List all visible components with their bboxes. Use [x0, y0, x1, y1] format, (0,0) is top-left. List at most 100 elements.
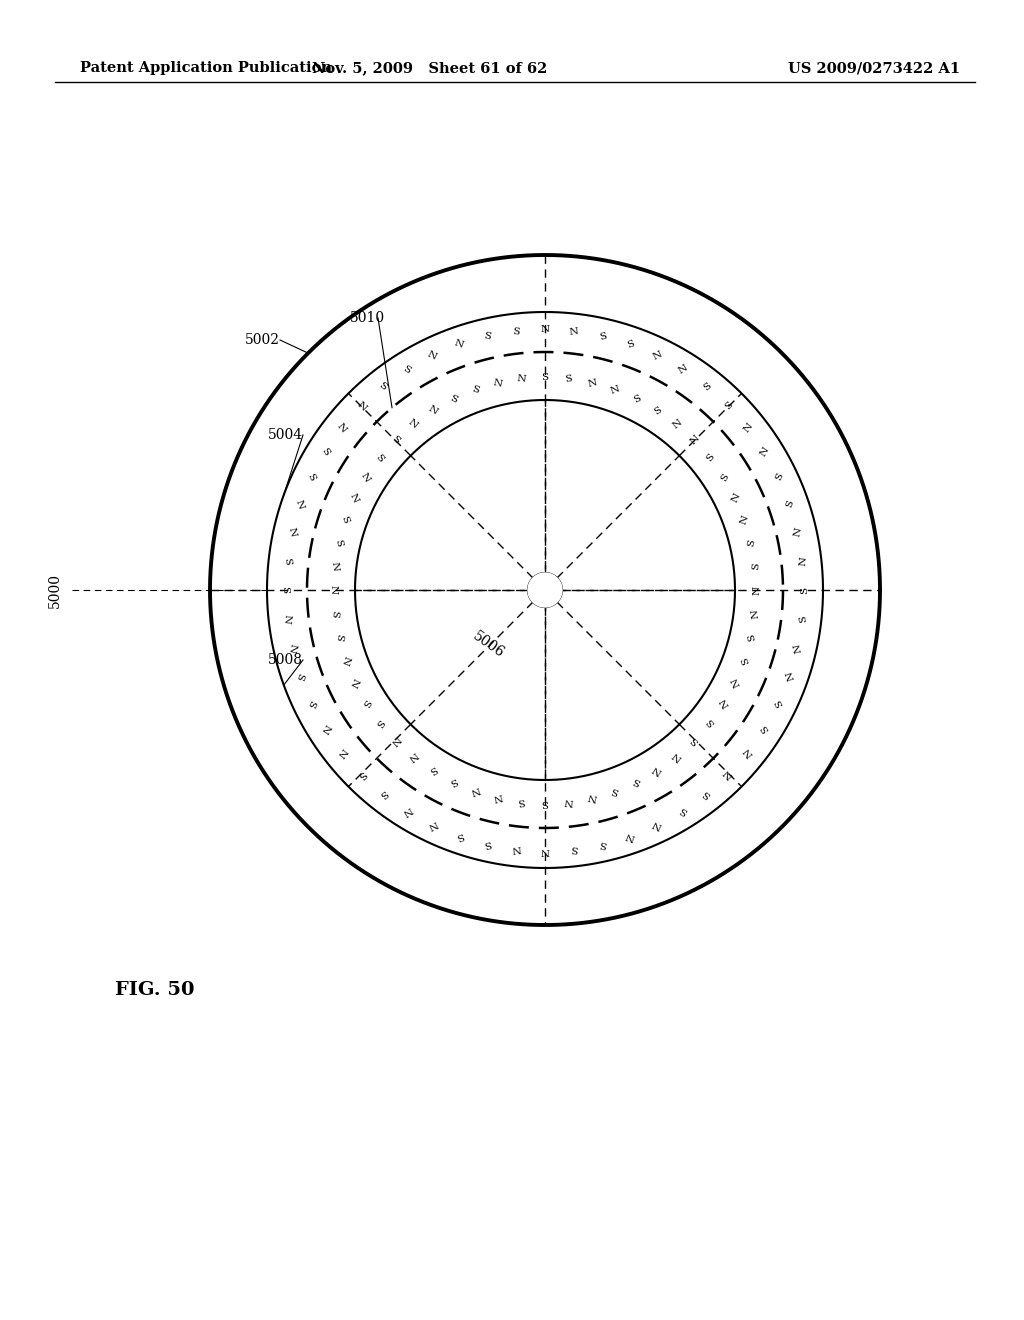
Text: N: N — [723, 767, 735, 780]
Text: S: S — [377, 381, 388, 392]
Text: N: N — [294, 499, 305, 510]
Text: S: S — [774, 473, 784, 482]
Text: N: N — [563, 796, 573, 805]
Text: S: S — [785, 499, 796, 510]
Text: S: S — [542, 374, 549, 383]
Text: N: N — [400, 804, 413, 816]
Text: S: S — [701, 381, 713, 392]
Text: N: N — [336, 746, 348, 759]
Text: S: S — [333, 539, 343, 548]
Text: S: S — [447, 775, 458, 787]
Text: N: N — [784, 671, 797, 681]
Text: S: S — [632, 775, 642, 787]
Text: S: S — [512, 327, 520, 337]
Text: S: S — [701, 788, 713, 799]
Text: S: S — [427, 764, 437, 775]
Text: S: S — [626, 339, 636, 350]
Text: N: N — [339, 655, 350, 665]
Text: N: N — [742, 421, 755, 434]
Text: S: S — [517, 796, 525, 805]
Text: N: N — [286, 643, 297, 653]
Text: N: N — [541, 846, 550, 854]
Text: N: N — [742, 746, 755, 759]
Text: N: N — [426, 404, 438, 417]
Text: N: N — [793, 643, 804, 653]
Text: N: N — [651, 763, 664, 776]
Text: S: S — [340, 515, 350, 525]
Text: N: N — [407, 418, 419, 430]
Text: N: N — [739, 515, 751, 525]
Text: N: N — [426, 818, 438, 830]
Text: S: S — [739, 655, 751, 665]
Text: N: N — [651, 350, 664, 362]
Text: N: N — [730, 676, 742, 688]
Text: S: S — [374, 453, 385, 463]
Text: S: S — [377, 788, 388, 799]
Text: S: S — [470, 384, 480, 395]
Text: S: S — [746, 632, 757, 642]
Text: S: S — [746, 539, 757, 548]
Text: N: N — [330, 561, 339, 572]
Text: S: S — [760, 723, 771, 734]
Text: S: S — [447, 393, 458, 405]
Text: N: N — [493, 378, 503, 388]
Text: N: N — [671, 418, 684, 430]
Text: N: N — [569, 326, 580, 337]
Text: 5010: 5010 — [350, 312, 385, 325]
Text: S: S — [355, 768, 367, 780]
Text: N: N — [426, 350, 438, 362]
Text: S: S — [330, 610, 339, 618]
Text: S: S — [389, 434, 400, 446]
Text: N: N — [359, 471, 372, 483]
Text: Nov. 5, 2009   Sheet 61 of 62: Nov. 5, 2009 Sheet 61 of 62 — [312, 61, 548, 75]
Text: S: S — [482, 838, 492, 849]
Text: S: S — [689, 734, 700, 746]
Text: S: S — [294, 671, 305, 681]
Text: N: N — [318, 722, 331, 735]
Text: S: S — [333, 632, 343, 642]
Text: S: S — [751, 562, 761, 570]
Text: S: S — [455, 830, 464, 841]
Text: US 2009/0273422 A1: US 2009/0273422 A1 — [787, 61, 961, 75]
Text: N: N — [493, 791, 503, 803]
Text: S: S — [723, 400, 734, 412]
Text: N: N — [329, 586, 338, 594]
Text: N: N — [516, 375, 526, 384]
Text: FIG. 50: FIG. 50 — [115, 981, 195, 999]
Text: S: S — [801, 586, 810, 594]
Text: S: S — [598, 838, 607, 849]
Text: S: S — [705, 453, 717, 463]
Text: S: S — [598, 331, 607, 342]
Text: N: N — [799, 556, 808, 566]
Text: S: S — [401, 364, 412, 376]
Text: S: S — [678, 804, 689, 816]
Text: S: S — [374, 717, 385, 727]
Text: S: S — [282, 557, 292, 565]
Text: N: N — [759, 445, 771, 458]
Text: N: N — [718, 697, 731, 709]
Text: N: N — [671, 750, 684, 762]
Text: S: S — [305, 698, 316, 708]
Text: 5008: 5008 — [268, 653, 303, 667]
Text: N: N — [354, 400, 368, 413]
Text: N: N — [282, 614, 292, 624]
Text: S: S — [705, 717, 717, 727]
Text: Patent Application Publication: Patent Application Publication — [80, 61, 332, 75]
Text: S: S — [610, 784, 620, 796]
Text: 5006: 5006 — [470, 630, 507, 661]
Text: N: N — [541, 326, 550, 334]
Text: N: N — [407, 750, 419, 762]
Text: S: S — [359, 697, 372, 709]
Text: S: S — [570, 843, 579, 853]
Text: N: N — [454, 339, 465, 350]
Text: S: S — [542, 797, 549, 807]
Text: N: N — [511, 843, 521, 853]
Text: S: S — [319, 446, 331, 457]
Text: N: N — [587, 791, 598, 803]
Text: N: N — [730, 492, 742, 504]
Text: N: N — [348, 676, 360, 688]
Text: N: N — [609, 384, 621, 396]
Text: S: S — [564, 375, 572, 384]
Text: N: N — [286, 527, 297, 537]
Text: S: S — [632, 393, 642, 405]
